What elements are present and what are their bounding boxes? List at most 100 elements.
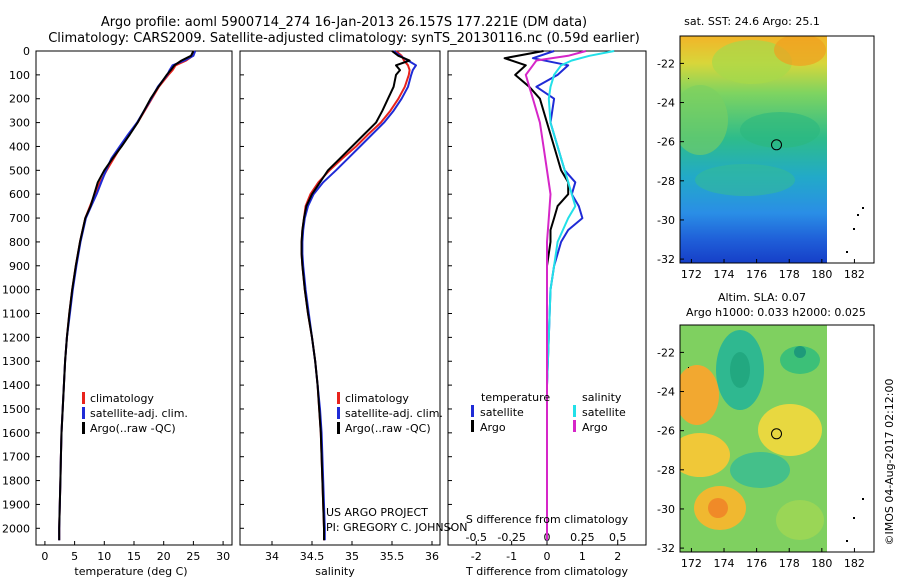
depth-tick-label: 700 (9, 212, 30, 225)
x-tick-label: 35 (345, 550, 359, 563)
depth-tick-label: 600 (9, 188, 30, 201)
depth-tick-label: 1500 (2, 403, 30, 416)
legend-swatch-temp-satellite (471, 405, 474, 417)
legend-swatch-satellite (82, 407, 85, 419)
legend-swatch-argo (82, 422, 85, 434)
sst-patch (695, 164, 795, 196)
x-tick-label: 36 (425, 550, 439, 563)
sla-map-axes: 172 174 176 178 180 182 -22 -24 -26 -28 -30 -32 (657, 346, 865, 570)
temperature-axis-label: temperature (deg C) (74, 565, 187, 578)
depth-tick-label: 2000 (2, 522, 30, 535)
series-line-argo-raw-qc- (58, 50, 195, 541)
sla-map-title: Altim. SLA: 0.07 (718, 291, 806, 304)
sla-patch (680, 433, 730, 477)
sst-map-title: sat. SST: 24.6 Argo: 25.1 (684, 15, 820, 28)
project-name: US ARGO PROJECT (326, 506, 428, 519)
depth-tick-label: 500 (9, 164, 30, 177)
legend-header-temperature: temperature (481, 391, 550, 404)
island-dot (862, 498, 864, 500)
map-x-tick-label: 176 (746, 268, 767, 281)
island-dot (857, 214, 859, 216)
s-difference-axis-label: S difference from climatology (466, 513, 629, 526)
legend-header-salinity: salinity (582, 391, 622, 404)
sla-patch (730, 452, 790, 488)
sst-patch (712, 40, 792, 84)
legend-swatch-climatology (82, 392, 85, 404)
map-y-tick-label: -26 (657, 425, 675, 438)
series-line-satellite-adj-clim- (301, 50, 417, 541)
series-line-argo-raw-qc- (300, 50, 411, 541)
x-tick-label: 10 (97, 550, 111, 563)
salinity-axis-label: salinity (315, 565, 355, 578)
t-difference-axis-label: T difference from climatology (465, 565, 628, 578)
map-x-tick-label: 180 (811, 268, 832, 281)
sla-map-subtitle: Argo h1000: 0.033 h2000: 0.025 (686, 306, 866, 319)
depth-tick-label: 1800 (2, 475, 30, 488)
title-line-2: Climatology: CARS2009. Satellite-adjuste… (48, 31, 640, 46)
x-tick-label: 1 (579, 550, 586, 563)
difference-panel: -2 -1 0 1 2-0.5 -0.25 0 0.25 0.5 (447, 50, 647, 563)
legend-label: satellite-adj. clim. (345, 407, 443, 420)
depth-tick-label: 1300 (2, 355, 30, 368)
series-line-satellite-adj-clim- (58, 50, 197, 541)
x-tick-label: 34.5 (300, 550, 325, 563)
sla-map: Altim. SLA: 0.07 Argo h1000: 0.033 h2000… (657, 291, 875, 570)
legend-label: Argo (480, 421, 506, 434)
depth-tick-label: 1700 (2, 451, 30, 464)
map-x-tick-label: 180 (811, 557, 832, 570)
difference-legend: temperature salinity satellite Argo sate… (471, 391, 626, 434)
legend-swatch-sal-argo (573, 420, 576, 432)
depth-tick-label: 0 (23, 45, 30, 58)
salinity-panel: 34 34.5 35 35.5 36 (239, 50, 441, 563)
depth-tick-label: 1400 (2, 379, 30, 392)
depth-axis: 0 100 200 300 400 500 600 700 800 900 1000 1100 1200… (2, 45, 30, 535)
legend-label: satellite (582, 406, 626, 419)
sst-map-axes: 172 174 176 178 180 182 -22 -24 -26 -28 -30 -32 (657, 57, 865, 281)
map-x-tick-label: 182 (844, 557, 865, 570)
float-position-marker (771, 428, 783, 440)
map-y-tick-label: -30 (657, 503, 675, 516)
x-tick-label: 30 (216, 550, 230, 563)
depth-tick-label: 200 (9, 93, 30, 106)
x-tick-label: 15 (127, 550, 141, 563)
x-tick-label-top: -0.5 (466, 531, 487, 544)
legend-swatch-climatology (337, 392, 340, 404)
x-tick-label-top: 0.5 (609, 531, 627, 544)
map-x-tick-label: 178 (779, 557, 800, 570)
depth-tick-label: 1000 (2, 284, 30, 297)
map-y-tick-label: -26 (657, 136, 675, 149)
legend-label: satellite (480, 406, 524, 419)
series-line-argo (524, 50, 587, 541)
x-tick-label: 20 (157, 550, 171, 563)
map-y-tick-label: -32 (657, 542, 675, 555)
sla-patch (794, 346, 806, 358)
sla-patch (780, 346, 820, 374)
depth-tick-label: 400 (9, 140, 30, 153)
island-dot (846, 540, 848, 542)
sst-patch (680, 85, 728, 155)
credit-stamp: ©IMOS 04-Aug-2017 02:12:00 (883, 379, 896, 546)
depth-tick-label: 800 (9, 236, 30, 249)
x-tick-label: 25 (186, 550, 200, 563)
depth-tick-label: 1900 (2, 498, 30, 511)
island-dot (688, 78, 689, 79)
legend-swatch-temp-argo (471, 420, 474, 432)
sst-patch (740, 112, 820, 148)
map-y-tick-label: -32 (657, 253, 675, 266)
legend-label: satellite-adj. clim. (90, 407, 188, 420)
map-x-tick-label: 178 (779, 268, 800, 281)
sst-map-frame (679, 35, 875, 264)
x-tick-label: 35.5 (380, 550, 405, 563)
legend-swatch-sal-satellite (573, 405, 576, 417)
x-tick-label: 2 (614, 550, 621, 563)
map-x-tick-label: 172 (681, 268, 702, 281)
legend-swatch-satellite (337, 407, 340, 419)
float-position-marker (771, 139, 783, 151)
plot-frame (239, 50, 441, 546)
map-y-tick-label: -28 (657, 464, 675, 477)
map-y-tick-label: -22 (657, 346, 675, 359)
sla-nodata (827, 325, 874, 552)
map-x-tick-label: 174 (714, 557, 735, 570)
legend-label: Argo(..raw -QC) (90, 422, 176, 435)
